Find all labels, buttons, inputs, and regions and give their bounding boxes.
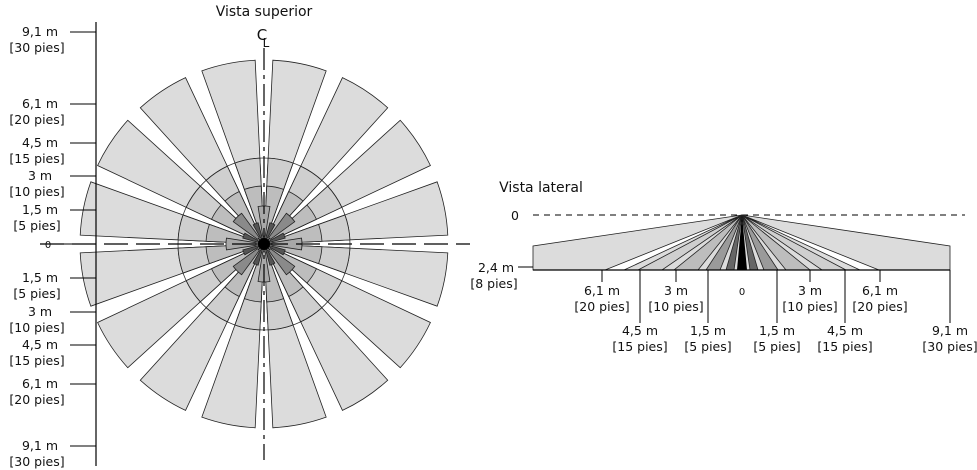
side-view-title: Vista lateral xyxy=(499,180,583,196)
near-zone xyxy=(268,248,296,276)
centerline-c: C xyxy=(257,26,267,44)
near-zone xyxy=(268,212,296,240)
ground-ft: [10 pies] xyxy=(648,299,703,314)
centerline-l: L xyxy=(263,36,270,50)
mount-m: 2,4 m xyxy=(478,260,514,275)
side-center-label: 0 xyxy=(739,287,745,298)
ground-m: 1,5 m xyxy=(759,323,795,338)
distance-ft: [10 pies] xyxy=(9,184,64,199)
ground-ft: [20 pies] xyxy=(852,299,907,314)
ground-ft: [30 pies] xyxy=(922,339,977,354)
distance-ft: [15 pies] xyxy=(9,151,64,166)
ground-ft: [10 pies] xyxy=(782,299,837,314)
ground-m: 6,1 m xyxy=(862,283,898,298)
ground-ft: [5 pies] xyxy=(753,339,800,354)
distance-ft: [30 pies] xyxy=(9,454,64,469)
distance-m: 3 m xyxy=(28,304,52,319)
distance-m: 6,1 m xyxy=(22,96,58,111)
ground-m: 3 m xyxy=(798,283,822,298)
distance-ft: [20 pies] xyxy=(9,112,64,127)
distance-m: 4,5 m xyxy=(22,135,58,150)
side-center-zone xyxy=(737,215,747,270)
ground-m: 1,5 m xyxy=(690,323,726,338)
distance-ft: [10 pies] xyxy=(9,320,64,335)
distance-m: 1,5 m xyxy=(22,270,58,285)
distance-m: 3 m xyxy=(28,168,52,183)
ground-m: 6,1 m xyxy=(584,283,620,298)
ground-ft: [15 pies] xyxy=(612,339,667,354)
distance-ft: [20 pies] xyxy=(9,392,64,407)
top-view-title: Vista superior xyxy=(216,4,313,20)
distance-ft: [30 pies] xyxy=(9,40,64,55)
distance-m: 1,5 m xyxy=(22,202,58,217)
ground-ft: [15 pies] xyxy=(817,339,872,354)
ground-m: 4,5 m xyxy=(622,323,658,338)
ground-m: 9,1 m xyxy=(932,323,968,338)
zero-label: 0 xyxy=(45,240,51,251)
distance-ft: [15 pies] xyxy=(9,353,64,368)
ground-m: 4,5 m xyxy=(827,323,863,338)
distance-ft: [5 pies] xyxy=(13,286,60,301)
distance-m: 4,5 m xyxy=(22,337,58,352)
ground-ft: [20 pies] xyxy=(574,299,629,314)
side-zero-label: 0 xyxy=(511,208,519,223)
distance-m: 9,1 m xyxy=(22,24,58,39)
ground-m: 3 m xyxy=(664,283,688,298)
distance-m: 9,1 m xyxy=(22,438,58,453)
distance-m: 6,1 m xyxy=(22,376,58,391)
mount-ft: [8 pies] xyxy=(470,276,517,291)
distance-ft: [5 pies] xyxy=(13,218,60,233)
near-zone xyxy=(232,248,260,276)
ground-ft: [5 pies] xyxy=(684,339,731,354)
near-zone xyxy=(232,212,260,240)
